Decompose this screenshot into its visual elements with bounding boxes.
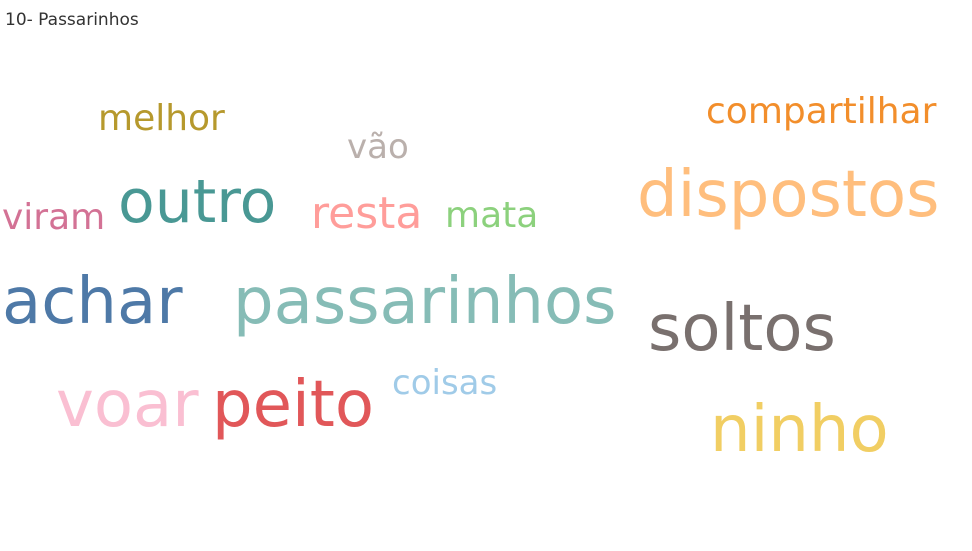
- word-soltos: soltos: [648, 292, 836, 366]
- word-vao: vão: [347, 127, 409, 167]
- word-melhor: melhor: [98, 98, 225, 139]
- word-outro: outro: [118, 167, 277, 237]
- word-voar: voar: [56, 368, 199, 442]
- word-dispostos: dispostos: [637, 158, 940, 232]
- word-passarinhos: passarinhos: [233, 265, 617, 339]
- word-achar: achar: [2, 265, 183, 339]
- word-ninho: ninho: [710, 393, 889, 467]
- word-compartilhar: compartilhar: [706, 91, 937, 132]
- word-resta: resta: [311, 188, 423, 239]
- word-mata: mata: [445, 195, 539, 236]
- chart-title: 10- Passarinhos: [5, 10, 139, 30]
- word-viram: viram: [2, 197, 106, 238]
- word-peito: peito: [212, 368, 375, 442]
- word-coisas: coisas: [392, 363, 498, 403]
